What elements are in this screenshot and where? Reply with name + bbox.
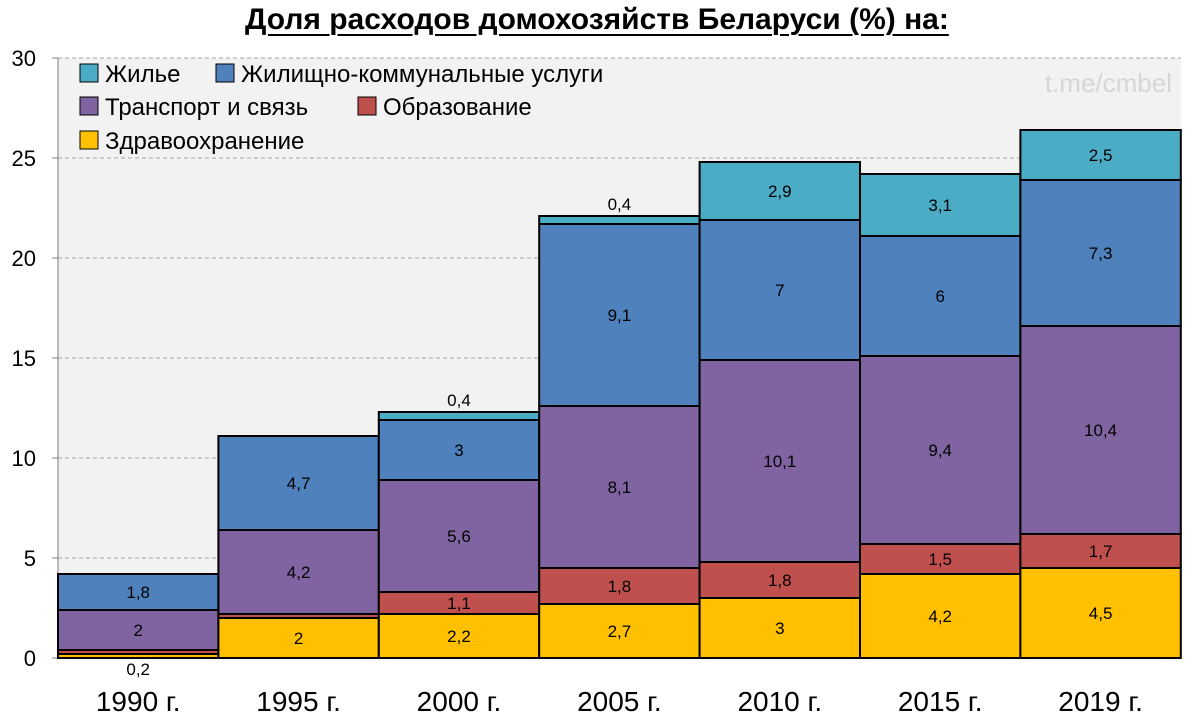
data-label: 2,7 <box>608 622 632 641</box>
data-label: 3 <box>454 441 463 460</box>
bar-segment <box>377 411 541 421</box>
data-label: 2 <box>133 621 142 640</box>
y-axis: 0 5 10 15 20 25 30 <box>12 46 59 671</box>
x-tick-label: 2010 г. <box>737 686 822 717</box>
x-tick-label: 2019 г. <box>1058 686 1143 717</box>
data-label: 0,4 <box>447 391 471 410</box>
data-label: 6 <box>935 287 944 306</box>
data-labels: 0,2 2 1,8 2 4,2 4,7 2,2 1,1 5,6 3 0,4 2,7 1,8 8,1 9,1 0… <box>126 146 1117 679</box>
data-label: 4,2 <box>287 563 311 582</box>
legend-label: Здравоохранение <box>105 128 304 155</box>
y-tick-label: 15 <box>12 346 36 371</box>
bar-segment <box>1019 179 1182 327</box>
data-label: 5,6 <box>447 527 471 546</box>
data-label: 0,4 <box>608 195 632 214</box>
data-label: 7,3 <box>1089 244 1113 263</box>
data-label: 3,1 <box>928 196 952 215</box>
bars <box>57 129 1182 659</box>
data-label: 2 <box>294 629 303 648</box>
bar-segment <box>1019 567 1182 659</box>
legend-swatch <box>215 63 235 83</box>
data-label: 2,2 <box>447 627 471 646</box>
data-label: 9,1 <box>608 306 632 325</box>
chart-title: Доля расходов домохозяйств Беларуси (%) … <box>245 3 949 36</box>
bar-segment <box>859 235 1022 357</box>
data-label: 10,4 <box>1084 421 1117 440</box>
y-tick-label: 25 <box>12 146 36 171</box>
bar-segment <box>538 405 701 569</box>
bar-segment <box>377 479 541 593</box>
data-label: 9,4 <box>928 441 952 460</box>
data-label: 7 <box>775 281 784 300</box>
bar-segment <box>1019 533 1182 569</box>
x-tick-label: 2000 г. <box>417 686 502 717</box>
data-label: 1,1 <box>447 594 471 613</box>
data-label: 10,1 <box>763 452 796 471</box>
bar-segment <box>859 355 1022 545</box>
y-tick-label: 20 <box>12 246 36 271</box>
legend-swatch <box>79 96 99 116</box>
legend-label: Жилищно-коммунальные услуги <box>241 61 603 88</box>
legend: Жилье Жилищно-коммунальные услуги Транспор… <box>79 61 603 155</box>
legend-label: Образование <box>383 94 532 121</box>
bar-segment <box>1019 129 1182 181</box>
bar-segment <box>698 161 861 221</box>
watermark-text: t.me/cmbel <box>1045 68 1172 98</box>
x-tick-label: 2005 г. <box>577 686 662 717</box>
y-tick-label: 10 <box>12 446 36 471</box>
y-tick-label: 5 <box>24 546 36 571</box>
bar-segment <box>57 573 220 611</box>
x-tick-label: 1990 г. <box>96 686 181 717</box>
data-label: 1,7 <box>1089 542 1113 561</box>
bar-segment <box>698 219 861 361</box>
legend-swatch <box>79 130 99 150</box>
data-label: 0,2 <box>126 660 150 679</box>
data-label: 3 <box>775 619 784 638</box>
data-label: 2,9 <box>768 182 792 201</box>
data-label: 4,2 <box>928 607 952 626</box>
legend-swatch <box>357 96 377 116</box>
data-label: 1,5 <box>928 550 952 569</box>
x-tick-label: 2015 г. <box>898 686 983 717</box>
bar-segment <box>538 215 701 225</box>
data-label: 1,8 <box>768 571 792 590</box>
x-axis: 1990 г. 1995 г. 2000 г. 2005 г. 2010 г. 2015 … <box>58 657 1181 717</box>
data-label: 2,5 <box>1089 146 1113 165</box>
legend-label: Жилье <box>105 61 180 88</box>
legend-swatch <box>79 63 99 83</box>
y-tick-label: 0 <box>24 646 36 671</box>
bar-segment <box>859 173 1022 237</box>
legend-label: Транспорт и связь <box>105 94 308 121</box>
bar-segment <box>1019 325 1182 535</box>
bar-segment <box>217 617 380 659</box>
data-label: 4,7 <box>287 474 311 493</box>
data-label: 1,8 <box>608 577 632 596</box>
x-tick-label: 1995 г. <box>256 686 341 717</box>
data-label: 1,8 <box>126 583 150 602</box>
bar-segment <box>377 419 541 481</box>
data-label: 8,1 <box>608 478 632 497</box>
data-label: 4,5 <box>1089 604 1113 623</box>
y-tick-label: 30 <box>12 46 36 71</box>
bar-segment <box>217 435 380 531</box>
